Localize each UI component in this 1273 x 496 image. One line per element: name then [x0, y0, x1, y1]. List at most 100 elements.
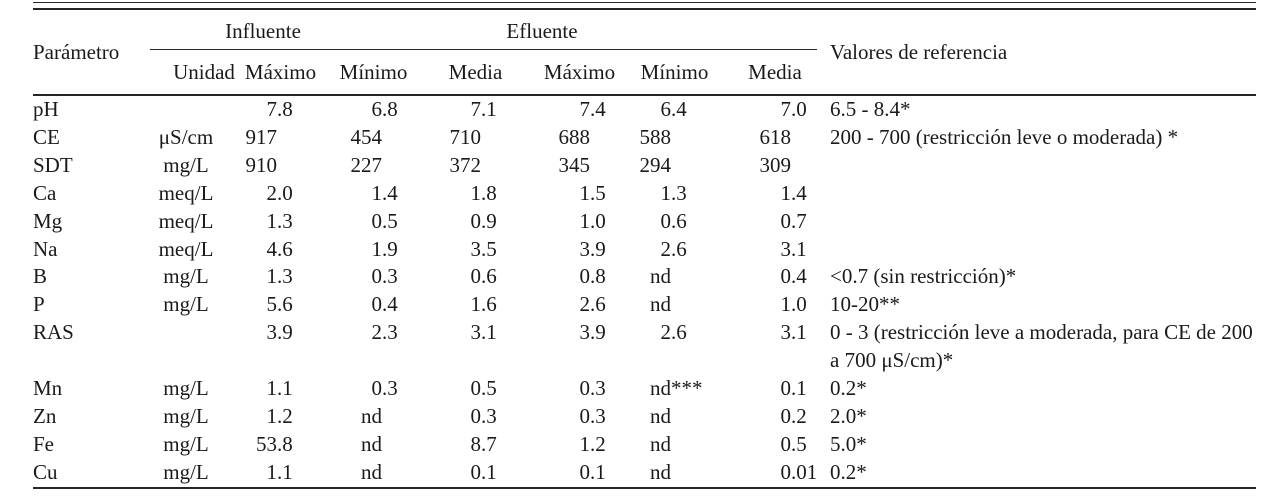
value-frac: [481, 152, 507, 180]
value-frac: .01: [791, 459, 818, 484]
value-cell: 917: [222, 124, 303, 152]
value-frac: .0: [277, 180, 293, 205]
param-cell: Mg: [33, 208, 63, 233]
value-cell: nd: [616, 459, 697, 487]
value-int: 2: [371, 320, 383, 345]
group-header-area: Influente Efluente Unidad Máximo Mínimo …: [150, 10, 817, 94]
value-frac: [277, 152, 303, 180]
subheader-unidad: Unidad: [173, 60, 235, 84]
value-frac: .8: [277, 97, 293, 121]
value-int: 1: [266, 376, 278, 401]
value-cell: 3.1: [697, 319, 817, 375]
value-cell: nd: [616, 291, 697, 319]
value-cell: 1.5: [507, 180, 616, 208]
value-int: 2: [266, 180, 278, 205]
value-int: 345: [558, 152, 591, 177]
value-cell: nd: [303, 459, 408, 487]
value-frac: .6: [481, 264, 497, 289]
param-cell: Mn: [33, 376, 63, 401]
unit-cell: μS/cm: [158, 124, 214, 149]
param-cell: pH: [33, 97, 59, 121]
value-frac: [590, 152, 616, 180]
value-frac: .2: [791, 403, 807, 428]
value-int: 688: [558, 124, 591, 149]
table-body: pH 7.8 6.8 7.1 7.4 6.4 7.0 6.5 - 8.4* CE…: [33, 96, 1256, 487]
value-int: 0: [470, 264, 482, 289]
data-table: Parámetro Influente Efluente Unidad Máxi…: [33, 2, 1256, 489]
subheader-media-influente: Media: [448, 60, 503, 84]
value-int: 6: [660, 97, 672, 121]
value-cell: 688: [507, 124, 616, 152]
value-cell: 1.0: [507, 208, 616, 236]
value-cell: 0.8: [507, 263, 616, 291]
value-frac: .3: [481, 403, 497, 428]
value-int: 0: [780, 376, 792, 401]
unit-cell: meq/L: [158, 180, 214, 205]
value-frac: .6: [481, 292, 497, 317]
value-frac: .4: [590, 97, 606, 121]
value-cell: 309: [697, 152, 817, 180]
value-int: 0: [470, 208, 482, 233]
value-cell: 8.7: [408, 431, 507, 459]
value-int: nd: [650, 403, 671, 428]
value-int: 0: [470, 403, 482, 428]
table-row: Mg meq/L 1.3 0.5 0.9 1.0 0.6 0.7: [33, 208, 1256, 236]
reference-cell: 0 - 3 (restricción leve a moderada, para…: [830, 320, 1253, 373]
value-frac: .3: [382, 320, 398, 345]
reference-cell: 10-20**: [830, 292, 900, 317]
value-cell: 710: [408, 124, 507, 152]
value-cell: 0.3: [408, 403, 507, 431]
value-int: nd: [650, 376, 671, 401]
value-cell: 1.3: [616, 180, 697, 208]
value-cell: 0.1: [408, 459, 507, 487]
value-cell: 0.6: [616, 208, 697, 236]
value-frac: [590, 124, 616, 152]
value-frac: .1: [481, 320, 497, 345]
param-cell: Zn: [33, 403, 57, 428]
value-int: 7: [780, 97, 792, 121]
value-frac: .9: [382, 236, 398, 261]
value-int: 2: [660, 320, 672, 345]
value-cell: 0.5: [697, 431, 817, 459]
reference-cell: 200 - 700 (restricción leve o moderada) …: [830, 124, 1179, 149]
value-int: 1: [371, 180, 383, 205]
value-int: 1: [780, 292, 792, 317]
value-frac: [382, 403, 408, 431]
param-cell: Na: [33, 236, 58, 261]
value-int: 7: [266, 97, 278, 121]
value-cell: 2.3: [303, 319, 408, 375]
value-int: 0: [470, 459, 482, 484]
value-cell: 2.6: [616, 319, 697, 375]
value-frac: .6: [671, 236, 687, 261]
value-int: 0: [579, 403, 591, 428]
value-cell: 227: [303, 152, 408, 180]
unit-cell: [150, 319, 222, 375]
value-cell: 0.4: [303, 291, 408, 319]
reference-cell: [817, 180, 1256, 208]
value-int: nd: [361, 459, 382, 484]
value-int: 294: [639, 152, 672, 177]
value-int: 910: [245, 152, 278, 177]
value-frac: .1: [590, 459, 606, 484]
value-cell: 5.6: [222, 291, 303, 319]
subheader-minimo-influente: Mínimo: [339, 60, 408, 84]
value-cell: 3.9: [507, 236, 616, 264]
value-frac: [382, 152, 408, 180]
value-frac: [791, 124, 817, 152]
value-int: 0: [371, 376, 383, 401]
reference-cell: 6.5 - 8.4*: [830, 97, 911, 121]
unit-cell: mg/L: [163, 152, 209, 177]
value-cell: 0.3: [303, 263, 408, 291]
value-int: 1: [266, 264, 278, 289]
value-int: 3: [470, 236, 482, 261]
value-frac: .5: [382, 208, 398, 233]
value-int: 917: [245, 124, 278, 149]
value-cell: 3.9: [507, 319, 616, 375]
table-row: Ca meq/L 2.0 1.4 1.8 1.5 1.3 1.4: [33, 180, 1256, 208]
reference-cell: 2.0*: [830, 403, 867, 428]
value-frac: [671, 431, 697, 459]
table-row: pH 7.8 6.8 7.1 7.4 6.4 7.0 6.5 - 8.4*: [33, 96, 1256, 124]
value-cell: nd: [303, 431, 408, 459]
value-frac: .6: [277, 236, 293, 261]
value-int: 1: [371, 236, 383, 261]
